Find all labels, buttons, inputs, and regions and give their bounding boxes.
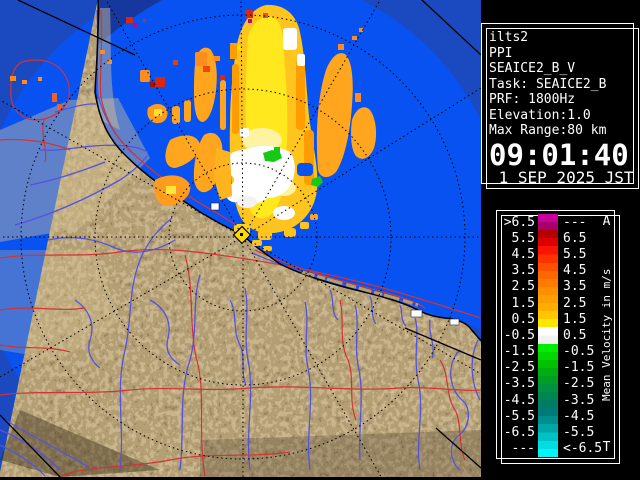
legend-row: 4.5 5.5 [499, 246, 605, 263]
radar-site-marker [232, 225, 252, 245]
legend-right-label: <-6.5 [563, 441, 603, 457]
town-marker [410, 309, 423, 318]
legend-right-label: -4.5 [563, 408, 595, 424]
velocity-echo [10, 4, 377, 251]
info-line: PPI [489, 45, 513, 61]
legend-left-label: -4.5 [503, 392, 535, 408]
radar-map-canvas [0, 0, 481, 477]
legend-right-label: -3.5 [563, 392, 595, 408]
legend-color-swatch [538, 214, 558, 231]
info-panel-shadow-frame [486, 28, 639, 189]
legend-row: 3.5 4.5 [499, 262, 605, 279]
info-line: Elevation:1.0 [489, 107, 591, 123]
legend-color-swatch [538, 440, 558, 457]
legend-axis-bottom-label: T [602, 440, 611, 455]
scan-time: 09:01:40 [489, 137, 629, 172]
roads [0, 9, 481, 477]
info-line: PRF: 1800Hz [489, 92, 576, 107]
legend-right-label: -2.5 [563, 376, 595, 392]
legend-right-label: 6.5 [563, 230, 587, 246]
legend-row: >6.5 --- [499, 214, 605, 231]
info-line: Max Range:80 km [489, 123, 607, 138]
legend-left-label: 4.5 [511, 246, 535, 262]
legend-left-label: -6.5 [503, 425, 535, 441]
legend-right-label: 0.5 [563, 327, 587, 343]
legend-left-label: 5.5 [511, 230, 535, 246]
legend-color-swatch [538, 424, 558, 441]
legend-left-label: -1.5 [503, 344, 535, 360]
legend-row: 1.5 2.5 [499, 294, 605, 312]
legend-left-label: 0.5 [511, 311, 535, 327]
legend-left-label: 3.5 [511, 263, 535, 279]
velocity-legend: >6.5 --- 5.5 6.5 4.5 5.5 3.5 4.5 2.5 3.5 1.5 2.5 0.5… [496, 210, 615, 459]
legend-left-label: 2.5 [511, 279, 535, 295]
legend-left-label: >6.5 [503, 214, 535, 230]
legend-right-label: 4.5 [563, 263, 587, 279]
legend-color-swatch [538, 343, 558, 360]
legend-left-label: -3.5 [503, 376, 535, 392]
legend-axis-top-label: A [602, 214, 611, 229]
graticule [0, 0, 481, 477]
legend-right-label: --- [563, 214, 587, 230]
info-line: ilts2 [489, 30, 529, 45]
legend-color-swatch [538, 359, 558, 376]
legend-left-label: -0.5 [503, 327, 535, 343]
legend-row: -5.5 -4.5 [499, 408, 605, 425]
legend-color-swatch [538, 262, 558, 279]
legend-left-label: 1.5 [511, 295, 535, 311]
legend-row: 2.5 3.5 [499, 278, 605, 295]
info-line: Task: SEAICE2_B [489, 76, 607, 92]
legend-color-swatch [538, 246, 558, 263]
legend-row: -2.5 -1.5 [499, 359, 605, 376]
radar-ppi-map [0, 0, 481, 477]
legend-color-swatch [538, 230, 558, 247]
rivers [0, 9, 481, 477]
building-marker [210, 202, 220, 211]
legend-row: -0.5 0.5 [499, 327, 605, 344]
legend-left-label: -5.5 [503, 408, 535, 424]
info-panel: ilts2 PPI SEAICE2_B_V Task: SEAICE2_B PRF: 1… [481, 23, 634, 187]
legend-row: -1.5 -0.5 [499, 343, 605, 360]
legend-right-label: -1.5 [563, 360, 595, 376]
legend-row: -6.5 -5.5 [499, 424, 605, 441]
legend-shadow-frame [501, 215, 620, 464]
legend-color-swatch [538, 294, 558, 312]
legend-right-label: 3.5 [563, 279, 587, 295]
legend-left-label: --- [511, 441, 535, 457]
sand-spit [210, 202, 460, 326]
legend-right-label: 1.5 [563, 311, 587, 327]
legend-row: --- <-6.5 [499, 440, 605, 457]
legend-row: -3.5 -2.5 [499, 375, 605, 393]
legend-color-swatch [538, 311, 558, 328]
info-line: SEAICE2_B_V [489, 61, 576, 76]
legend-right-label: 2.5 [563, 295, 587, 311]
legend-color-swatch [538, 392, 558, 409]
legend-row: 0.5 1.5 [499, 311, 605, 328]
legend-color-swatch [538, 327, 558, 344]
legend-right-label: -0.5 [563, 344, 595, 360]
legend-left-label: -2.5 [503, 360, 535, 376]
legend-row: 5.5 6.5 [499, 230, 605, 247]
scan-date: 1 SEP 2025 JST [489, 167, 634, 187]
beam-shadow-nw [94, 0, 162, 48]
legend-axis: A Mean Velocity in m/s T [600, 214, 613, 455]
town-marker [449, 318, 460, 326]
info-lines: ilts2 PPI SEAICE2_B_V Task: SEAICE2_B PRF: 1… [489, 30, 633, 139]
legend-axis-title: Mean Velocity in m/s [600, 268, 613, 401]
legend-color-swatch [538, 375, 558, 393]
legend-color-swatch [538, 278, 558, 295]
legend-right-label: 5.5 [563, 246, 587, 262]
legend-color-swatch [538, 408, 558, 425]
legend-rows: >6.5 --- 5.5 6.5 4.5 5.5 3.5 4.5 2.5 3.5 1.5 2.5 0.5… [499, 214, 605, 457]
legend-right-label: -5.5 [563, 425, 595, 441]
legend-row: -4.5 -3.5 [499, 392, 605, 409]
